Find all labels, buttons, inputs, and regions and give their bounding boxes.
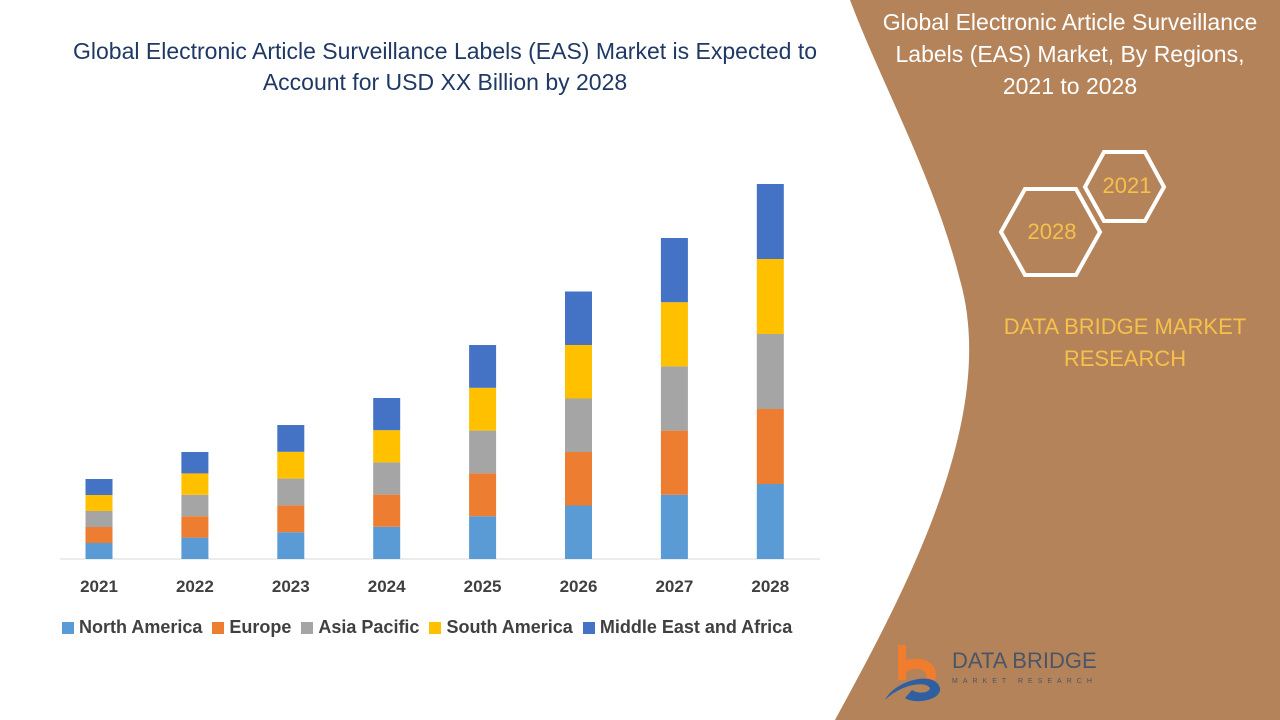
side-panel [835, 0, 1280, 720]
bar-segment-2022-south-america [181, 473, 209, 495]
x-tick-label: 2027 [655, 577, 694, 596]
legend-swatch [429, 621, 442, 634]
legend: North America Europe Asia Pacific South Ame… [62, 617, 792, 638]
bar-segment-2022-europe [181, 516, 209, 538]
x-tick-label: 2024 [367, 577, 406, 596]
legend-item: Europe [212, 617, 291, 638]
bar-segment-2021-south-america [85, 495, 113, 511]
bar-segment-2022-asia-pacific [181, 494, 209, 517]
bar-segment-2025-north-america [469, 516, 497, 559]
bar-segment-2027-asia-pacific [660, 366, 688, 431]
bar-segment-2026-north-america [565, 505, 592, 559]
logo-subtitle: MARKET RESEARCH [952, 678, 1097, 685]
x-tick-label: 2026 [559, 577, 598, 596]
bar-segment-2023-europe [277, 505, 305, 533]
bar-segment-2028-asia-pacific [756, 334, 784, 409]
legend-item: North America [62, 617, 202, 638]
bar-segment-2021-asia-pacific [85, 511, 113, 527]
bar-segment-2028-north-america [756, 484, 784, 559]
bar-segment-2024-south-america [373, 430, 401, 463]
x-tick-label: 2021 [80, 577, 118, 596]
legend-item: South America [429, 617, 573, 638]
bar-segment-2022-north-america [181, 537, 209, 559]
logo-name: DATA BRIDGE [952, 648, 1097, 673]
bar-segment-2025-asia-pacific [469, 430, 497, 474]
bar-segment-2022-middle-east-and-africa [181, 452, 209, 474]
bar-segment-2024-asia-pacific [373, 462, 401, 495]
bar-segment-2024-north-america [373, 526, 401, 559]
brand-text: DATA BRIDGE MARKET RESEARCH [1003, 314, 1247, 371]
bar-segment-2028-south-america [756, 259, 784, 334]
legend-swatch [62, 621, 74, 634]
legend-item: Middle East and Africa [582, 617, 793, 638]
legend-swatch [301, 621, 314, 634]
x-tick-label: 2028 [751, 577, 790, 596]
bar-segment-2021-north-america [85, 543, 113, 559]
bar-segment-2027-europe [660, 430, 688, 495]
bar-segment-2023-south-america [277, 451, 305, 479]
hex-label-2028: 2028 [1027, 219, 1077, 244]
bar-segment-2023-asia-pacific [277, 478, 305, 506]
bar-segment-2025-middle-east-and-africa [469, 345, 497, 388]
hex-label-2021: 2021 [1102, 173, 1152, 198]
x-tick-label: 2025 [463, 577, 502, 596]
bar-segment-2027-north-america [660, 494, 688, 559]
bar-segment-2023-north-america [277, 532, 305, 559]
bar-segment-2028-middle-east-and-africa [756, 184, 784, 259]
bar-segment-2024-middle-east-and-africa [373, 398, 401, 431]
legend-label: South America [446, 617, 573, 637]
legend-swatch [212, 621, 225, 634]
x-tick-label: 2023 [271, 577, 310, 596]
bar-segment-2025-south-america [469, 387, 497, 431]
chart-title: Global Electronic Article Surveillance L… [73, 38, 817, 95]
x-tick-label: 2022 [175, 577, 214, 596]
legend-label: Asia Pacific [318, 617, 420, 637]
bar-segment-2026-europe [565, 452, 592, 506]
bar-segment-2026-middle-east-and-africa [565, 291, 592, 345]
bar-segment-2027-middle-east-and-africa [660, 238, 688, 303]
bar-segment-2026-south-america [565, 345, 592, 399]
legend-item: Asia Pacific [301, 617, 419, 638]
logo-icon [885, 645, 941, 702]
bar-segment-2023-middle-east-and-africa [277, 425, 305, 452]
legend-swatch [582, 621, 595, 634]
bar-segment-2025-europe [469, 473, 497, 517]
bar-segment-2028-europe [756, 409, 784, 484]
bar-segment-2026-asia-pacific [565, 398, 592, 452]
side-panel-title: Global Electronic Article Surveillance L… [882, 9, 1258, 99]
hexagon-2021 [1082, 150, 1167, 223]
legend-label: Middle East and Africa [599, 617, 793, 637]
bar-segment-2021-middle-east-and-africa [85, 479, 113, 495]
legend-label: Europe [229, 617, 292, 637]
bar-segment-2021-europe [85, 527, 113, 543]
bar-segment-2024-europe [373, 494, 401, 527]
bars [85, 184, 784, 559]
hexagon-2028 [998, 187, 1103, 277]
bar-segment-2027-south-america [660, 302, 688, 367]
legend-label: North America [79, 617, 203, 637]
